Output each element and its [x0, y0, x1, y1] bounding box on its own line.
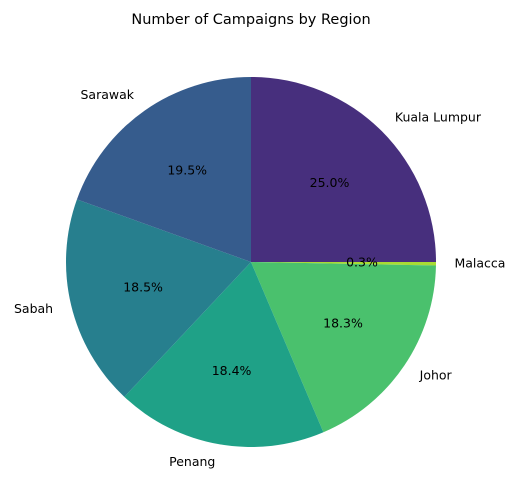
slice-label-malacca: Malacca: [454, 255, 505, 270]
slice-pct-johor: 18.3%: [323, 316, 363, 331]
slice-pct-kuala-lumpur: 25.0%: [310, 175, 350, 190]
chart-title: Number of Campaigns by Region: [131, 12, 370, 28]
slice-pct-sarawak: 19.5%: [167, 163, 207, 178]
slice-pct-penang: 18.4%: [212, 363, 252, 378]
slice-pct-malacca: 0.3%: [346, 255, 378, 270]
slice-label-kuala-lumpur: Kuala Lumpur: [395, 110, 482, 125]
slice-label-penang: Penang: [169, 454, 215, 469]
slice-label-sarawak: Sarawak: [80, 87, 134, 102]
pie-slice-kuala-lumpur: [251, 77, 436, 262]
slice-pct-sabah: 18.5%: [123, 279, 163, 294]
pie-slices: [66, 77, 436, 447]
slice-label-sabah: Sabah: [14, 301, 53, 316]
slice-label-johor: Johor: [419, 367, 453, 382]
